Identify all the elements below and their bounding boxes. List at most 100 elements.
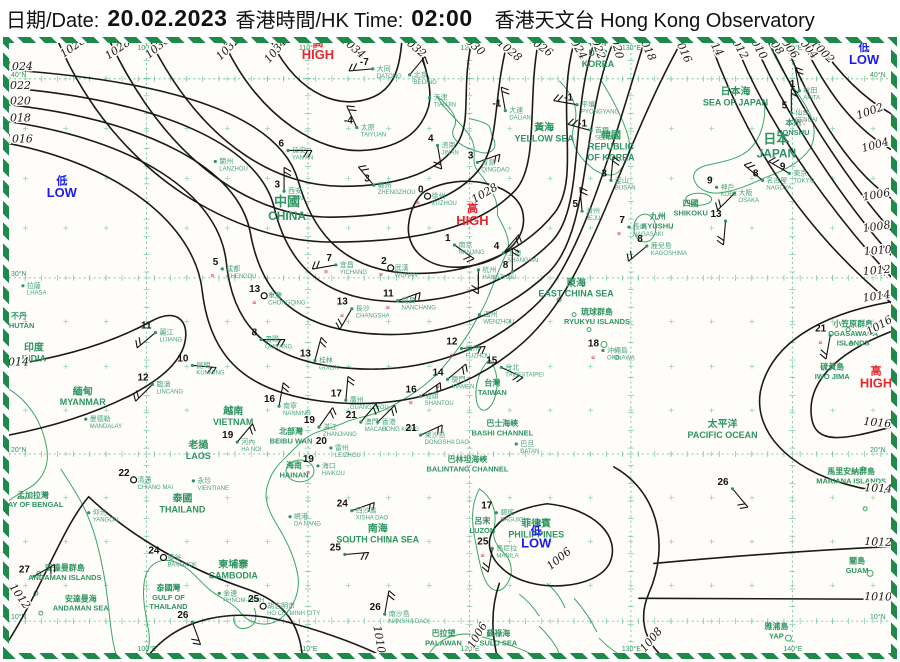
station-name-zh: 清邁 [138,475,152,484]
station-dot [510,270,514,274]
station-dot [316,464,320,468]
station-name-zh: 澳門 [365,417,379,426]
station-name-en: NANCHANG [402,306,437,312]
station-dot [259,337,263,342]
time-label: 香港時間/HK Time: [235,9,404,32]
station-name-zh: 湛江 [323,423,337,431]
region-label: EAST CHINA SEA [538,289,614,299]
wind-barb [732,488,749,508]
station-value: 27 [19,564,31,575]
region-label: BEIBU WAN [270,437,313,446]
wind-barb [579,187,583,212]
station-name-en: BATAN [520,449,539,455]
station-dot [514,442,518,446]
isobar-label: 1010 [863,243,891,258]
station-name-zh: 巴旦 [520,440,534,448]
station-value: -1 [578,119,587,130]
station-name-zh: 徐州 [432,191,446,200]
station-value: 4 [494,241,500,252]
station-name-zh: 鄭州 [378,180,392,189]
station-name-zh: 大同 [377,64,391,73]
isobars-layer [9,43,891,653]
station-name-zh: 首爾 [595,126,609,135]
station-name-zh: 濟南 [442,140,456,149]
wind-barb [420,424,443,436]
station-name-en: NANNING [283,411,311,417]
region-label: LUZON [470,526,496,535]
station-dot [220,267,224,271]
station-dot [475,160,480,165]
region-label: REPUBLIC [588,141,634,151]
coastline-layer [9,43,874,653]
wind-barb [312,264,336,270]
station-name-zh: 神戶 [721,182,735,191]
station-name-zh: 沖繩島 [607,345,628,354]
station-name-en: NAGASAKI [633,232,664,238]
lat-label: 40°N [870,71,886,79]
wx-symbol: ≡ [306,470,310,477]
svg-text:高: 高 [871,363,882,377]
wind-barb [344,551,369,556]
isobar-label: 1012 [9,581,33,611]
station-dot [217,591,221,595]
lat-label: 10°N [870,613,886,621]
station-name-en: XIAMEN [451,384,474,390]
svg-text:HIGH: HIGH [302,47,334,62]
station-value: 1 [445,233,451,244]
station-dot [760,178,765,182]
station-name-zh: 廣州 [350,395,364,404]
lon-label: 130°E [622,44,641,52]
station-dot [714,185,719,189]
station-name-zh: 名古屋 [766,175,787,184]
station-name-en: LANZHOU [219,166,248,172]
station-name-en: VIENTIANE [197,486,229,492]
station-name-zh: 胡志明市 [267,601,295,610]
isobar-label: 1012 [862,263,891,278]
station-dot [359,420,363,424]
station-dot [84,417,88,421]
station-dot [477,313,481,317]
wind-barb [500,87,506,111]
station-name-zh: 曼谷 [167,552,181,561]
region-label: JAPAN [757,146,797,160]
station-value: 5 [213,257,219,268]
station-name-en: LHASA [27,291,47,297]
station-value: -7 [360,57,369,68]
station-name-zh: 東沙島 [425,430,446,439]
region-label: BASHI CHANNEL [471,429,533,438]
isobar-label: 1008 [862,218,891,235]
station-dot [601,348,605,353]
station-name-en: DONGSHA DAO [425,440,470,446]
station-circle [259,602,267,610]
region-label: INDIA [22,353,47,363]
region-label: 四國 [683,199,699,208]
wx-symbol: ≡ [450,352,454,359]
station-value: 12 [137,372,149,383]
region-label: 印度 [24,340,44,353]
wx-symbol: ≡ [379,272,383,279]
station-circle [423,192,432,200]
station-dot [21,284,25,288]
region-label: SOUTH CHINA SEA [336,535,419,545]
station-dot [313,358,317,363]
region-label: 馬里安納群島 [827,466,875,476]
station-name-en: MANILA [496,553,518,559]
station-value: 2 [381,256,387,267]
station-name-zh: 西安 [288,186,302,195]
wind-barb [136,332,156,349]
station-dot [376,420,380,424]
region-label: IWO JIMA [815,372,850,381]
